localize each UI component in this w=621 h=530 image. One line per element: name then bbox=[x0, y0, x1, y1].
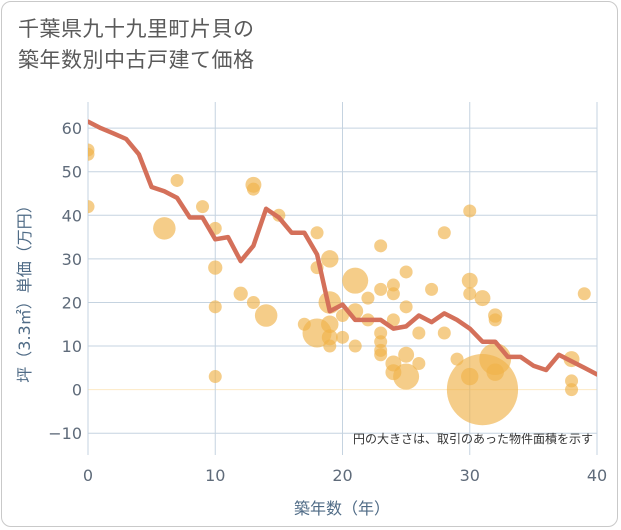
x-tick-labels: 0 10 20 30 40 bbox=[83, 466, 607, 485]
bubble bbox=[577, 287, 591, 301]
y-tick-label: 0 bbox=[72, 381, 82, 400]
bubble bbox=[399, 265, 413, 279]
bubble bbox=[393, 363, 420, 390]
bubble bbox=[88, 200, 95, 214]
bubble bbox=[565, 383, 579, 397]
chart-title-line-1: 千葉県九十九里町片貝の bbox=[18, 17, 255, 41]
bubble bbox=[399, 300, 413, 314]
x-tick-label: 40 bbox=[587, 466, 607, 485]
bubble bbox=[374, 282, 388, 296]
y-tick-label: 10 bbox=[62, 337, 82, 356]
bubble-layer bbox=[88, 143, 591, 426]
bubble bbox=[321, 250, 339, 268]
bubble bbox=[336, 330, 349, 344]
bubble-size-note: 円の大きさは、取引のあった物件面積を示す bbox=[353, 431, 593, 446]
bubble bbox=[425, 282, 439, 296]
bubble bbox=[361, 291, 375, 305]
x-axis-title: 築年数（年） bbox=[294, 499, 390, 518]
bubble bbox=[88, 147, 95, 161]
bubble bbox=[208, 260, 223, 275]
bubble bbox=[321, 315, 339, 333]
bubble bbox=[437, 326, 451, 340]
y-axis-title: 坪（3.3㎡）単価（万円） bbox=[15, 197, 34, 382]
bubble bbox=[246, 295, 260, 309]
bubble bbox=[474, 290, 491, 307]
bubble bbox=[386, 313, 400, 327]
y-tick-label: 50 bbox=[62, 163, 82, 182]
x-tick-label: 20 bbox=[332, 466, 352, 485]
bubble bbox=[488, 313, 502, 327]
bubble bbox=[233, 286, 248, 301]
average-line-layer bbox=[88, 119, 597, 377]
bubble bbox=[342, 267, 369, 294]
bubble bbox=[208, 370, 222, 384]
x-tick-label: 10 bbox=[205, 466, 225, 485]
bubble bbox=[374, 239, 388, 253]
bubble bbox=[254, 304, 278, 327]
bubble bbox=[412, 356, 426, 370]
bubble bbox=[348, 339, 362, 353]
bubble bbox=[461, 272, 478, 289]
y-tick-label: 20 bbox=[62, 293, 82, 312]
bubble bbox=[398, 346, 415, 363]
bubble bbox=[153, 217, 176, 240]
bubble bbox=[412, 326, 426, 340]
average-price-line bbox=[88, 119, 597, 377]
bubble bbox=[463, 287, 477, 301]
bubble bbox=[486, 363, 504, 381]
y-tick-label: 30 bbox=[62, 250, 82, 269]
bubble bbox=[208, 300, 222, 314]
bubble bbox=[196, 200, 210, 214]
chart-title-line-2: 築年数別中古戸建て価格 bbox=[18, 48, 255, 72]
bubble bbox=[170, 173, 184, 187]
bubble bbox=[336, 309, 349, 323]
y-tick-label: −10 bbox=[48, 424, 82, 443]
y-tick-labels: −10 0 10 20 30 40 50 60 bbox=[48, 119, 82, 443]
bubble bbox=[386, 287, 400, 301]
bubble bbox=[374, 348, 388, 362]
y-tick-label: 40 bbox=[62, 206, 82, 225]
bubble bbox=[246, 182, 260, 196]
bubble bbox=[310, 226, 324, 240]
gridlines bbox=[87, 102, 598, 455]
chart-title: 千葉県九十九里町片貝の 築年数別中古戸建て価格 bbox=[18, 14, 255, 76]
bubble bbox=[463, 204, 477, 218]
y-tick-label: 60 bbox=[62, 119, 82, 138]
bubble bbox=[323, 339, 337, 353]
x-tick-label: 0 bbox=[83, 466, 93, 485]
x-tick-label: 30 bbox=[460, 466, 480, 485]
bubble bbox=[437, 226, 451, 240]
